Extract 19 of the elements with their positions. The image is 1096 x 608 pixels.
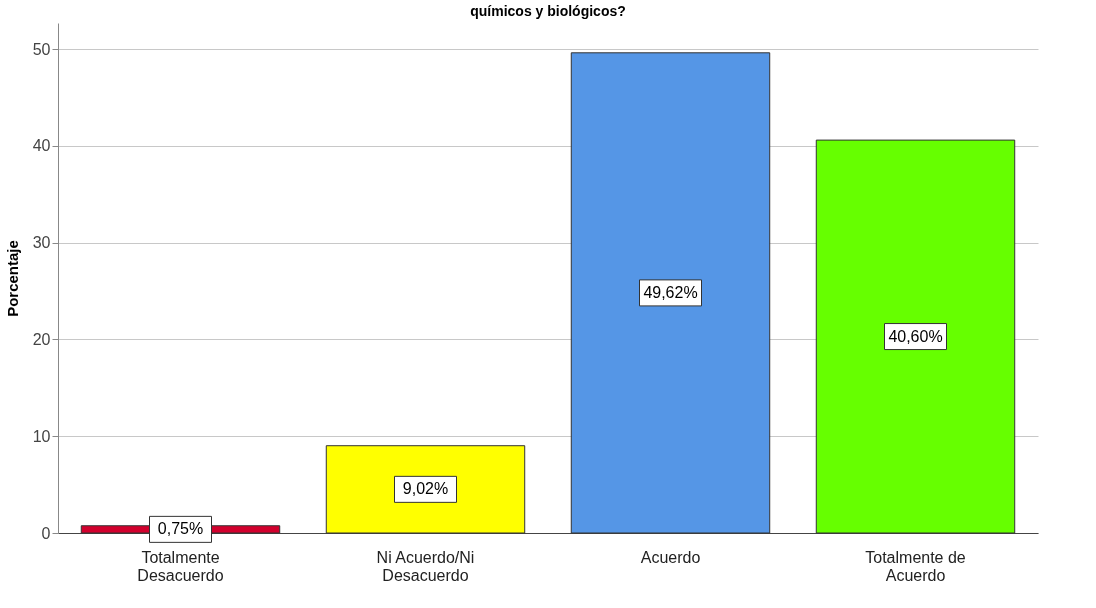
y-tick-label: 50 (32, 40, 51, 58)
y-tick-label: 0 (41, 524, 51, 542)
data-label: 49,62% (643, 283, 698, 301)
x-tick-label: Totalmente Desacuerdo (137, 548, 224, 584)
bar (325, 445, 526, 534)
data-label: 0,75% (157, 520, 204, 538)
x-tick-label: Totalmente de Acuerdo (865, 548, 966, 584)
y-axis-title: Porcentaje (3, 240, 21, 317)
y-tick-label: 20 (32, 330, 51, 348)
bar (815, 139, 1016, 534)
x-tick-label: Acuerdo (640, 548, 701, 566)
x-tick-label: Ni Acuerdo/Ni Desacuerdo (376, 548, 475, 584)
data-label: 40,60% (888, 327, 943, 345)
bar (570, 52, 771, 534)
y-tick-label: 40 (32, 137, 51, 155)
y-tick-label: 10 (32, 427, 51, 445)
y-tick-label: 30 (32, 234, 51, 252)
chart-title: químicos y biológicos? (470, 3, 626, 19)
data-label: 9,02% (402, 480, 449, 498)
